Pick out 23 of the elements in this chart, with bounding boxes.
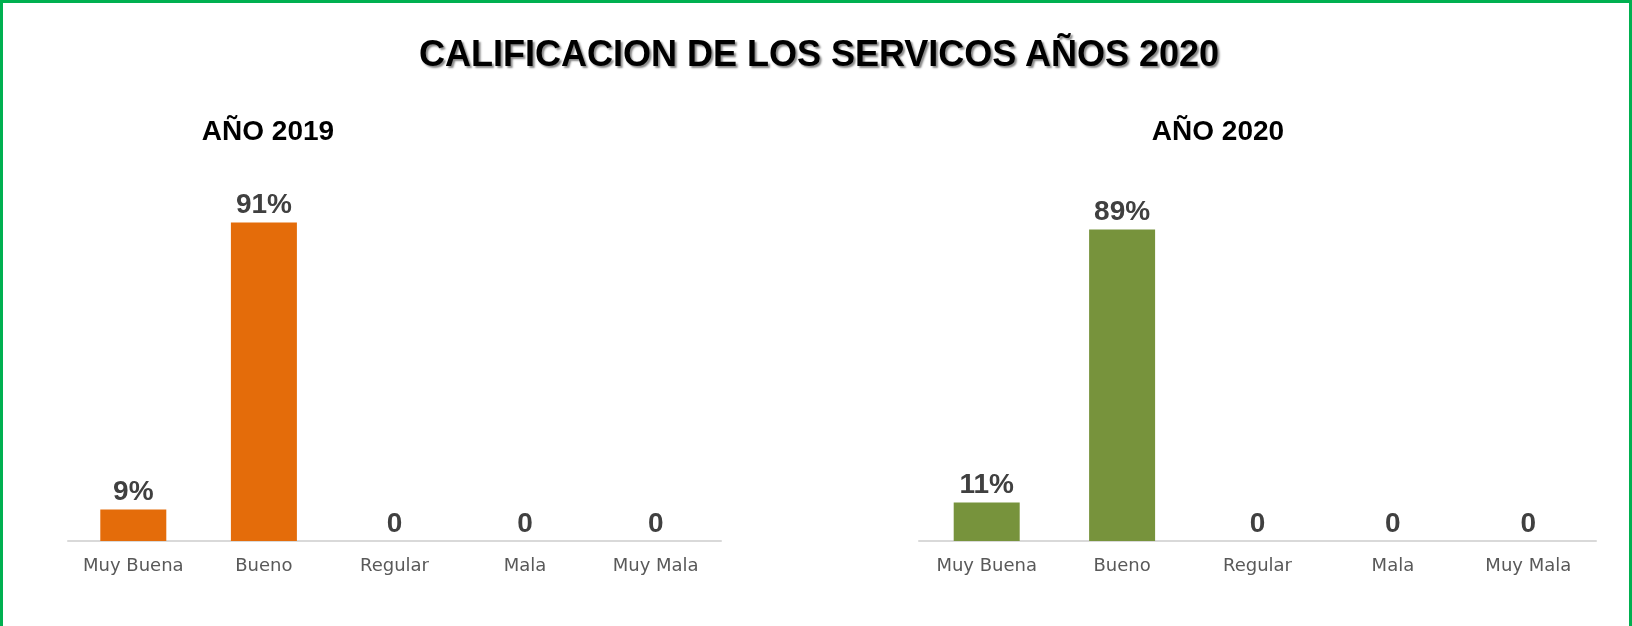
x-tick-label: Bueno — [235, 553, 293, 575]
x-tick-label: Muy Buena — [936, 553, 1037, 575]
text: CALIFICACION DE LOS SERVICOS AÑOS 2020 — [417, 33, 1221, 75]
chart-title: AÑO 2020 — [1151, 114, 1285, 146]
x-tick-label: Mala — [503, 553, 547, 575]
x-tick-label: Muy Mala — [612, 553, 699, 575]
chart-subtitle: AÑO 2019 — [201, 114, 335, 146]
data-label: 0 — [517, 506, 533, 538]
data-label: 0 — [647, 506, 664, 538]
data-label: 11% — [959, 468, 1015, 499]
x-tick-label: Mala — [1371, 553, 1415, 575]
data-label: 0 — [386, 506, 403, 538]
data-label: 0 — [1385, 506, 1401, 538]
x-tick-label: Regular — [359, 553, 430, 575]
data-label: 89% — [1094, 195, 1151, 226]
x-tick-label: Regular — [1222, 553, 1293, 575]
data-label: 0 — [1520, 506, 1537, 538]
data-label: 9% — [113, 475, 154, 506]
x-tick-label: Muy Mala — [1485, 553, 1572, 575]
x-tick-label: Bueno — [1093, 553, 1151, 575]
data-label: 91% — [235, 188, 293, 219]
data-label: 0 — [1249, 506, 1266, 538]
x-tick-label: Muy Buena — [83, 553, 184, 575]
